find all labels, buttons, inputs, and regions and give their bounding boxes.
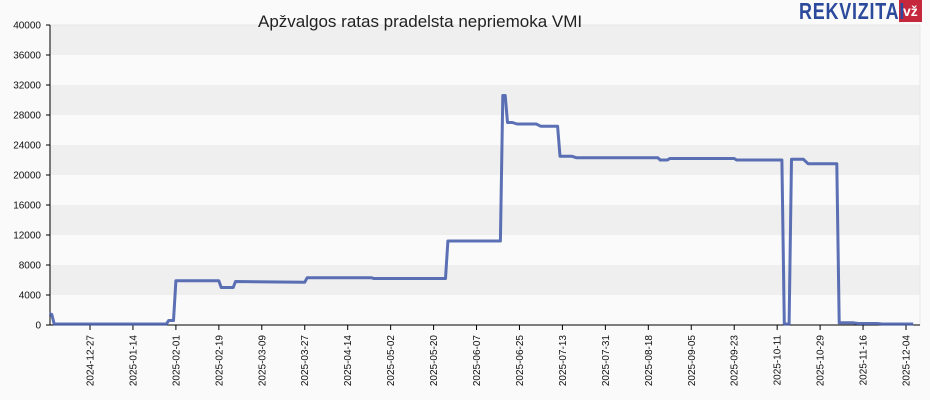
x-tick-label: 2025-02-19 xyxy=(214,335,225,387)
y-tick-label: 8000 xyxy=(19,261,42,272)
y-tick-label: 0 xyxy=(35,321,41,332)
y-tick-label: 40000 xyxy=(13,21,41,32)
y-axis: 0 4000 8000 12000 16000 20000 24000 28000 32000 3… xyxy=(13,21,51,332)
x-tick-label: 2025-01-14 xyxy=(128,335,139,387)
x-axis: 2024-12-27 2025-01-14 2025-02-01 2025-02-19… xyxy=(50,324,920,387)
x-tick-label: 2025-04-14 xyxy=(343,335,354,387)
y-tick-label: 4000 xyxy=(19,291,42,302)
x-tick-label: 2025-07-31 xyxy=(601,335,612,387)
rekvizitai-logo[interactable]: REKVIZITAI vž xyxy=(799,0,922,24)
x-tick-label: 2025-09-23 xyxy=(730,335,741,387)
x-tick-label: 2025-03-27 xyxy=(300,335,311,387)
y-tick-label: 28000 xyxy=(13,111,41,122)
chart-title: Apžvalgos ratas pradelsta nepriemoka VMI xyxy=(258,12,583,31)
x-tick-label: 2025-03-09 xyxy=(257,335,268,387)
x-tick-label: 2025-10-11 xyxy=(773,335,784,386)
x-tick-label: 2025-06-07 xyxy=(472,335,483,387)
y-tick-label: 32000 xyxy=(13,81,41,92)
y-tick-label: 24000 xyxy=(13,141,41,152)
y-tick-label: 12000 xyxy=(13,231,41,242)
x-tick-label: 2025-09-05 xyxy=(687,335,698,387)
x-tick-label: 2025-05-02 xyxy=(386,335,397,387)
y-tick-label: 20000 xyxy=(13,171,41,182)
x-tick-label: 2025-06-25 xyxy=(515,335,526,387)
y-tick-label: 16000 xyxy=(13,201,41,212)
data-line xyxy=(48,94,914,326)
x-tick-label: 2025-08-18 xyxy=(644,335,655,387)
x-tick-label: 2025-10-29 xyxy=(816,335,827,387)
logo-text: REKVIZITAI xyxy=(799,0,906,24)
x-tick-label: 2024-12-27 xyxy=(86,335,97,387)
x-tick-label: 2025-12-04 xyxy=(902,335,913,387)
y-tick-label: 36000 xyxy=(13,51,41,62)
x-tick-label: 2025-11-16 xyxy=(859,335,870,386)
logo-badge: vž xyxy=(899,0,922,22)
x-tick-label: 2025-07-13 xyxy=(558,335,569,387)
x-tick-label: 2025-05-20 xyxy=(429,335,440,387)
x-tick-label: 2025-02-01 xyxy=(171,335,182,387)
